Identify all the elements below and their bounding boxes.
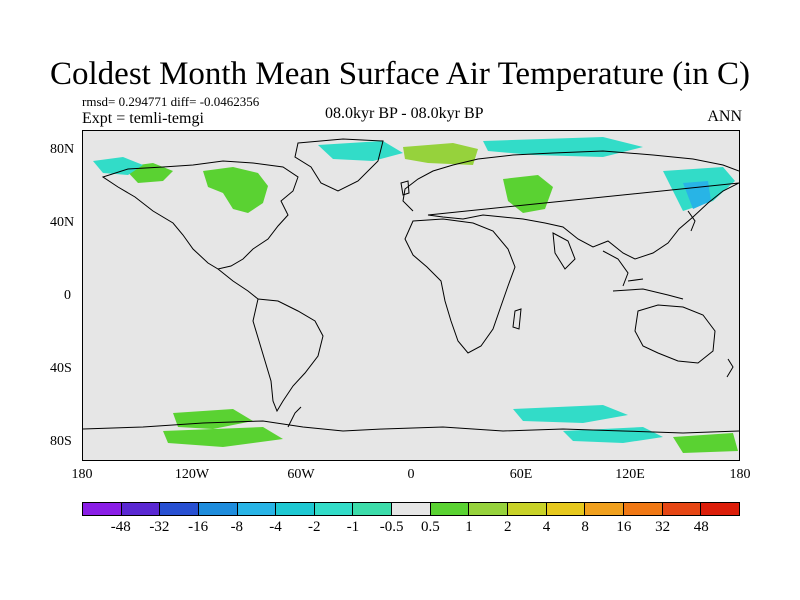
- coast-europe-asia: [402, 150, 739, 260]
- coastlines: [83, 138, 739, 434]
- coast-north-america: [101, 160, 299, 270]
- x-tick-120e: 120E: [615, 467, 645, 482]
- experiment-label: Expt = temli-temgi: [82, 110, 204, 127]
- colorbar-cell-13: [585, 503, 624, 515]
- colorbar: [82, 502, 740, 516]
- rmsd-diff-text: rmsd= 0.294771 diff= -0.0462356: [82, 94, 260, 109]
- figure-title: Coldest Month Mean Surface Air Temperatu…: [50, 56, 750, 92]
- colorbar-cell-7: [353, 503, 393, 515]
- colorbar-cell-12: [546, 503, 586, 515]
- anomaly-west-russia: [503, 175, 553, 213]
- coast-japan: [687, 210, 696, 232]
- coast-india: [552, 232, 576, 270]
- colorbar-label: -2: [307, 519, 321, 535]
- colorbar-label: -48: [110, 519, 131, 535]
- colorbar-label: 48: [693, 519, 709, 535]
- y-tick-80n: 80N: [50, 142, 75, 157]
- x-tick-60w: 60W: [287, 467, 315, 482]
- colorbar-cell-5: [276, 503, 315, 515]
- coast-indonesia: [612, 278, 684, 300]
- y-tick-40s: 40S: [50, 361, 72, 376]
- colorbar-cell-3: [198, 503, 238, 515]
- colorbar-cell-0: [83, 503, 122, 515]
- colorbar-cell-4: [237, 503, 277, 515]
- x-tick-0: 0: [407, 467, 415, 482]
- x-tick-180w: 180: [71, 467, 93, 482]
- coast-uk: [400, 180, 410, 196]
- anomaly-alaska: [93, 157, 143, 175]
- colorbar-cell-2: [160, 503, 199, 515]
- y-tick-0: 0: [64, 288, 71, 303]
- colorbar-label: 2: [504, 519, 512, 535]
- y-tick-40n: 40N: [50, 215, 75, 230]
- map-plot: [82, 130, 740, 461]
- coast-new-zealand: [726, 358, 734, 378]
- colorbar-cell-6: [314, 503, 354, 515]
- anomaly-antarctica-ross: [673, 433, 738, 453]
- colorbar-label: 8: [581, 519, 589, 535]
- x-tick-120w: 120W: [174, 467, 210, 482]
- coast-madagascar: [512, 308, 522, 330]
- colorbar-cell-1: [121, 503, 161, 515]
- colorbar-label: -4: [269, 519, 282, 535]
- colorbar-label: 16: [616, 519, 632, 535]
- colorbar-cell-10: [469, 503, 509, 515]
- colorbar-label: 32: [655, 519, 671, 535]
- anomaly-antarctica-pacific: [173, 409, 253, 429]
- colorbar-label: 0.5: [420, 519, 440, 535]
- colorbar-cell-8: [392, 503, 431, 515]
- colorbar-cell-11: [508, 503, 547, 515]
- coast-southeast-asia: [602, 250, 629, 287]
- colorbar-label: -0.5: [379, 519, 404, 535]
- coast-south-america: [252, 298, 324, 413]
- coast-australia: [634, 304, 716, 364]
- coast-antarctic-peninsula: [287, 406, 302, 428]
- colorbar-cell-14: [623, 503, 663, 515]
- colorbar-label: 1: [465, 519, 473, 535]
- colorbar-label: -1: [346, 519, 360, 535]
- coast-greenland: [294, 138, 384, 192]
- colorbar-label: -8: [230, 519, 244, 535]
- colorbar-label: -32: [149, 519, 170, 535]
- colorbar-cell-15: [662, 503, 702, 515]
- coast-central-america: [217, 268, 259, 300]
- colorbar-label: -16: [188, 519, 209, 535]
- anomaly-regions: [93, 137, 738, 453]
- anomaly-scandinavia: [403, 143, 478, 165]
- x-tick-180e: 180: [729, 467, 751, 482]
- colorbar-cell-16: [701, 503, 739, 515]
- anomaly-greenland-north: [318, 141, 403, 161]
- period-label: 08.0kyr BP - 08.0kyr BP: [325, 105, 484, 122]
- colorbar-label: 4: [542, 519, 551, 535]
- colorbar-cell-9: [430, 503, 470, 515]
- x-tick-60e: 60E: [509, 467, 533, 482]
- anomaly-antarctica-atlantic: [513, 405, 628, 423]
- coast-antarctica: [83, 420, 739, 434]
- anomaly-antarctica-pacific-2: [163, 427, 283, 447]
- season-label: ANN: [707, 108, 742, 125]
- coast-africa: [404, 218, 516, 354]
- y-tick-80s: 80S: [50, 434, 72, 449]
- anomaly-arctic-canada: [203, 167, 268, 213]
- anomaly-arctic-russia: [483, 137, 643, 157]
